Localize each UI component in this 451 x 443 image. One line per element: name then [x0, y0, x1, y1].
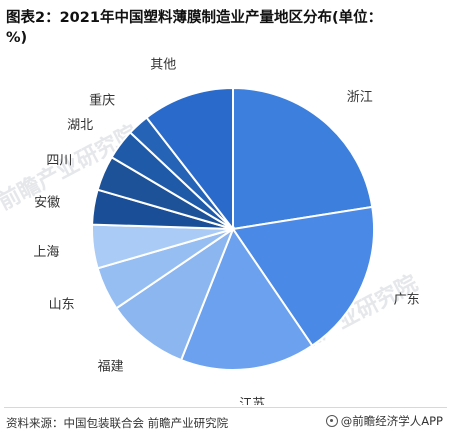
pie-label-7: 四川 — [46, 154, 72, 169]
pie-label-3: 福建 — [98, 360, 124, 375]
pie-label-5: 上海 — [33, 245, 59, 260]
pie-slice-10 — [145, 86, 234, 232]
pie-label-10: 其他 — [150, 57, 176, 72]
pie-label-0: 浙江 — [347, 90, 373, 105]
footer-divider — [4, 407, 447, 408]
pie-label-1: 广东 — [394, 293, 420, 308]
pie-label-4: 山东 — [49, 298, 75, 313]
pie-slice-2 — [179, 226, 314, 371]
pie-label-9: 重庆 — [89, 93, 115, 109]
brand-text: @前瞻经济学人APP — [340, 414, 443, 428]
brand-logo-icon — [325, 415, 338, 427]
pie-slice-1 — [231, 205, 375, 348]
pie-label-6: 安徽 — [34, 196, 60, 211]
chart-title: 图表2：2021年中国塑料薄膜制造业产量地区分布(单位：%) — [6, 10, 383, 46]
source-note: 资料来源：中国包装联合会 前瞻产业研究院 — [6, 416, 229, 430]
pie-slice-0 — [232, 86, 374, 231]
pie-label-2: 江苏 — [239, 396, 265, 405]
pie-label-8: 湖北 — [67, 118, 93, 133]
pie-slice-3 — [114, 226, 236, 362]
brand-credit[interactable]: @前瞻经济学人APP — [325, 413, 443, 429]
pie-slices — [91, 86, 375, 371]
